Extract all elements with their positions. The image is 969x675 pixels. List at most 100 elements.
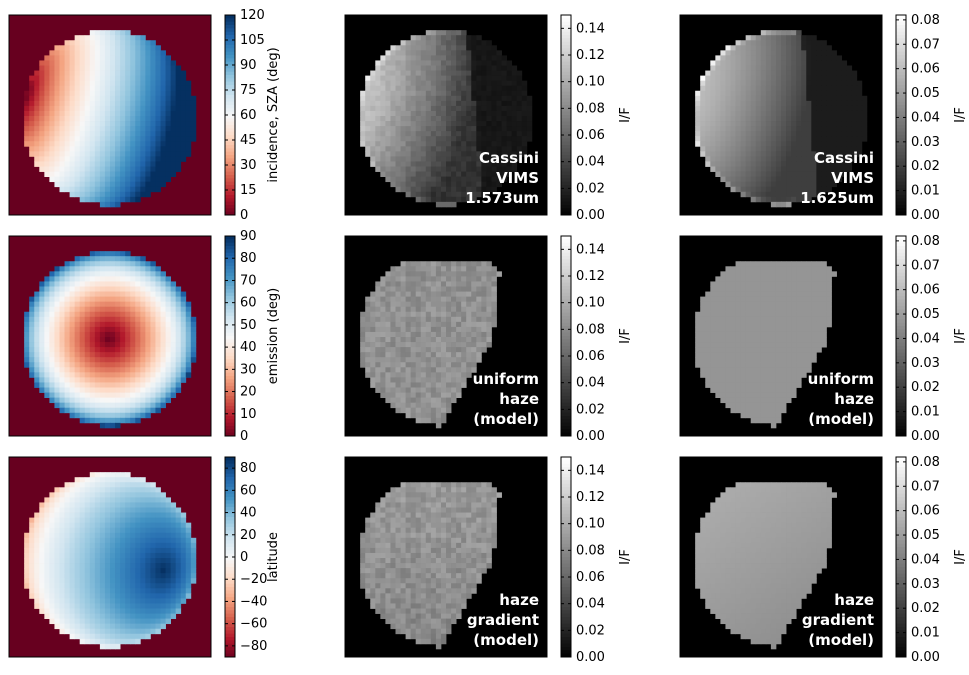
vims_1625-colorbar: 0.00 0.01 0.02 0.03 0.04 0.05 0.06 0.07 0.08 I/F bbox=[895, 13, 968, 223]
colorbar-tick-label: 0.03 bbox=[911, 356, 940, 371]
colorbar-tick-label: 0.03 bbox=[911, 135, 940, 150]
colorbar-tick-label: 0.10 bbox=[576, 75, 605, 90]
gradient_1625-panel: hazegradient(model)0.000.010.020.030.040… bbox=[679, 455, 968, 665]
colorbar-tick-label: 0.12 bbox=[576, 490, 605, 505]
colorbar-tick-label: 0.00 bbox=[576, 429, 605, 444]
colorbar-tick-label: 0.06 bbox=[576, 128, 605, 143]
uniform_1573-image bbox=[345, 236, 547, 436]
colorbar-label: latitude bbox=[266, 532, 281, 582]
colorbar-tick-label: 0.00 bbox=[911, 208, 940, 223]
colorbar-tick-label: −40 bbox=[240, 594, 267, 609]
gradient_1625-image bbox=[680, 457, 882, 657]
colorbar-tick-label: 60 bbox=[240, 483, 257, 498]
annotation-line: (model) bbox=[473, 410, 539, 428]
colorbar-tick-label: 90 bbox=[240, 229, 257, 244]
vims_1573-image bbox=[345, 15, 547, 215]
annotation-line: Cassini bbox=[814, 149, 874, 167]
colorbar-tick-label: 0.05 bbox=[911, 307, 940, 322]
colorbar-tick-label: 15 bbox=[240, 183, 257, 198]
colorbar-tick-label: 0.04 bbox=[911, 110, 940, 125]
colorbar-tick-label: 0.04 bbox=[911, 331, 940, 346]
annotation-line: 1.573um bbox=[465, 189, 539, 207]
latitude-colorbar: −80 −60 −40 −20 0 20 40 60 80 latitude bbox=[224, 456, 281, 658]
colorbar-tick-label: 50 bbox=[240, 318, 257, 333]
vims_1573-colorbar: 0.00 0.02 0.04 0.06 0.08 0.10 0.12 0.14 I/F bbox=[560, 14, 633, 223]
colorbar-tick-label: 0.00 bbox=[576, 208, 605, 223]
colorbar-tick-label: 0.06 bbox=[576, 570, 605, 585]
annotation-line: haze bbox=[499, 591, 539, 609]
incidence-colorbar: 0 15 30 45 60 75 90 105 120 incidence, SZA (deg) bbox=[224, 8, 281, 223]
annotation-line: (model) bbox=[473, 631, 539, 649]
annotation-line: gradient bbox=[467, 611, 539, 629]
colorbar-tick-label: 20 bbox=[240, 385, 257, 400]
annotation-line: uniform bbox=[808, 370, 874, 388]
colorbar-tick-label: 0.02 bbox=[911, 601, 940, 616]
annotation-line: (model) bbox=[808, 631, 874, 649]
colorbar-tick-label: 0.06 bbox=[911, 62, 940, 77]
annotation-line: haze bbox=[499, 390, 539, 408]
gradient_1573-panel: hazegradient(model)0.000.020.040.060.080… bbox=[344, 456, 633, 665]
colorbar-tick-label: 70 bbox=[240, 273, 257, 288]
colorbar-label: I/F bbox=[953, 328, 968, 344]
colorbar-tick-label: 0.08 bbox=[911, 455, 940, 470]
colorbar-tick-label: 0.12 bbox=[576, 48, 605, 63]
colorbar-tick-label: 0.04 bbox=[576, 155, 605, 170]
colorbar-tick-label: 0.01 bbox=[911, 405, 940, 420]
colorbar-tick-label: 0.06 bbox=[911, 283, 940, 298]
annotation-line: uniform bbox=[473, 370, 539, 388]
colorbar-tick-label: 0.07 bbox=[911, 479, 940, 494]
uniform_1625-panel: uniformhaze(model)0.000.010.020.030.040.… bbox=[679, 234, 968, 444]
colorbar-tick-label: 45 bbox=[240, 133, 257, 148]
annotation-line: gradient bbox=[802, 611, 874, 629]
colorbar-tick-label: 105 bbox=[240, 33, 265, 48]
colorbar-label: I/F bbox=[953, 549, 968, 565]
colorbar-tick-label: 0.08 bbox=[576, 543, 605, 558]
uniform_1625-colorbar: 0.00 0.01 0.02 0.03 0.04 0.05 0.06 0.07 0.08 I/F bbox=[895, 234, 968, 444]
colorbar-tick-label: 40 bbox=[240, 340, 257, 355]
colorbar-tick-label: 0.14 bbox=[576, 463, 605, 478]
colorbar-tick-label: 0.08 bbox=[576, 101, 605, 116]
colorbar-tick-label: 0.05 bbox=[911, 86, 940, 101]
colorbar-tick-label: 90 bbox=[240, 58, 257, 73]
colorbar-tick-label: 80 bbox=[240, 461, 257, 476]
latitude-panel: −80 −60 −40 −20 0 20 40 60 80 latitude bbox=[8, 456, 281, 658]
colorbar-tick-label: 0.02 bbox=[911, 159, 940, 174]
colorbar-tick-label: 0.10 bbox=[576, 517, 605, 532]
colorbar-tick-label: 0.08 bbox=[576, 322, 605, 337]
colorbar-tick-label: 0.05 bbox=[911, 528, 940, 543]
uniform_1625-image bbox=[680, 236, 882, 436]
colorbar-tick-label: 0.00 bbox=[911, 650, 940, 665]
colorbar-tick-label: 75 bbox=[240, 83, 257, 98]
colorbar-label: I/F bbox=[618, 107, 633, 123]
colorbar-tick-label: 80 bbox=[240, 251, 257, 266]
gradient_1573-colorbar: 0.00 0.02 0.04 0.06 0.08 0.10 0.12 0.14 I/F bbox=[560, 456, 633, 665]
colorbar-tick-label: 0.08 bbox=[911, 234, 940, 249]
colorbar-tick-label: 0 bbox=[240, 550, 248, 565]
vims_1625-panel: CassiniVIMS1.625um0.000.010.020.030.040.… bbox=[679, 13, 968, 223]
colorbar-tick-label: 120 bbox=[240, 8, 265, 23]
incidence-panel: 0 15 30 45 60 75 90 105 120 incidence, SZA (deg) bbox=[8, 8, 281, 223]
colorbar-tick-label: 10 bbox=[240, 407, 257, 422]
colorbar-tick-label: 0.06 bbox=[576, 349, 605, 364]
colorbar-tick-label: −60 bbox=[240, 617, 267, 632]
colorbar-label: I/F bbox=[618, 328, 633, 344]
colorbar-label: I/F bbox=[618, 549, 633, 565]
uniform_1573-colorbar: 0.00 0.02 0.04 0.06 0.08 0.10 0.12 0.14 I/F bbox=[560, 235, 633, 444]
colorbar-tick-label: 20 bbox=[240, 528, 257, 543]
colorbar-tick-label: 40 bbox=[240, 506, 257, 521]
colorbar-tick-label: 30 bbox=[240, 362, 257, 377]
colorbar-tick-label: −80 bbox=[240, 639, 267, 654]
gradient_1625-colorbar: 0.00 0.01 0.02 0.03 0.04 0.05 0.06 0.07 0.08 I/F bbox=[895, 455, 968, 665]
colorbar-tick-label: 60 bbox=[240, 296, 257, 311]
colorbar-label: I/F bbox=[953, 107, 968, 123]
colorbar-tick-label: 0.02 bbox=[911, 380, 940, 395]
colorbar-tick-label: 0.04 bbox=[576, 597, 605, 612]
colorbar-tick-label: 0.01 bbox=[911, 626, 940, 641]
incidence-image bbox=[9, 15, 211, 215]
colorbar-tick-label: 0.10 bbox=[576, 296, 605, 311]
annotation-line: haze bbox=[834, 390, 874, 408]
colorbar-tick-label: 0.14 bbox=[576, 21, 605, 36]
annotation-line: 1.625um bbox=[800, 189, 874, 207]
colorbar-tick-label: 0.04 bbox=[911, 552, 940, 567]
